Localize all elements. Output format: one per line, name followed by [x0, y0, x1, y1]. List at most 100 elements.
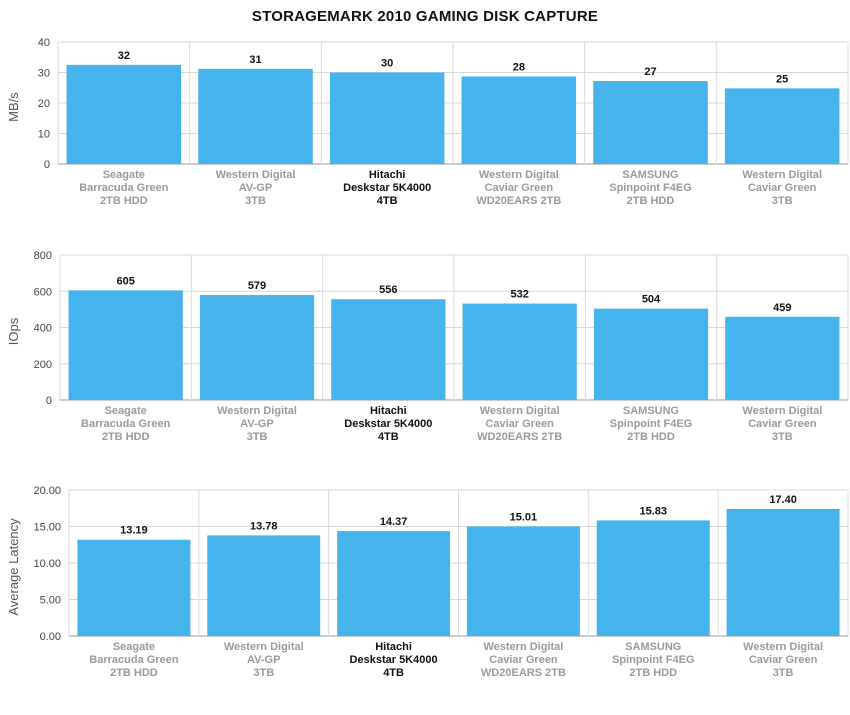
x-tick-label: 4TB [377, 195, 398, 207]
x-tick-label: AV-GP [240, 418, 273, 430]
x-tick-label: Seagate [105, 405, 147, 417]
x-tick-label: SAMSUNG [622, 169, 678, 181]
x-tick-label: Caviar Green [749, 654, 818, 666]
data-label: 30 [381, 58, 393, 70]
y-tick-label: 200 [34, 359, 52, 371]
y-tick-label: 0 [44, 159, 50, 171]
x-tick-label: Spinpoint F4EG [610, 418, 693, 430]
data-label: 605 [116, 275, 134, 287]
bar [724, 88, 840, 164]
chart-title: STORAGEMARK 2010 GAMING DISK CAPTURE [251, 8, 599, 25]
x-tick-label: 3TB [772, 431, 793, 443]
y-tick-label: 400 [34, 323, 52, 335]
x-tick-label: Seagate [103, 169, 145, 181]
bar [77, 539, 191, 636]
data-label: 532 [510, 289, 528, 301]
x-tick-label: Barracuda Green [89, 654, 179, 666]
y-tick-label: 0.00 [40, 631, 61, 643]
x-tick-label: WD20EARS 2TB [476, 195, 561, 207]
x-tick-label: Deskstar 5K4000 [343, 182, 431, 194]
x-tick-label: 3TB [772, 195, 793, 207]
x-tick-label: Western Digital [479, 169, 559, 181]
data-label: 15.01 [510, 511, 538, 523]
data-label: 13.19 [120, 525, 148, 537]
x-tick-label: Hitachi [369, 169, 406, 181]
y-tick-label: 20 [38, 98, 50, 110]
x-tick-label: 3TB [253, 667, 274, 679]
y-axis-label: IOps [6, 317, 21, 345]
y-tick-label: 40 [38, 37, 50, 49]
y-tick-label: 600 [34, 286, 52, 298]
x-tick-label: 3TB [247, 431, 268, 443]
y-tick-label: 10 [38, 129, 50, 141]
data-label: 579 [248, 280, 266, 292]
x-tick-label: AV-GP [247, 654, 280, 666]
x-tick-label: 2TB HDD [629, 667, 677, 679]
y-tick-label: 800 [34, 250, 52, 262]
data-label: 17.40 [769, 494, 797, 506]
data-label: 459 [773, 302, 791, 314]
x-tick-label: Hitachi [370, 405, 407, 417]
bar [337, 531, 451, 636]
x-tick-label: 2TB HDD [627, 195, 675, 207]
x-tick-label: Caviar Green [748, 418, 817, 430]
x-tick-label: AV-GP [239, 182, 272, 194]
x-tick-label: Spinpoint F4EG [612, 654, 695, 666]
x-tick-label: Western Digital [742, 405, 822, 417]
data-label: 31 [249, 54, 261, 66]
bar [198, 68, 313, 164]
data-label: 27 [644, 66, 656, 78]
x-tick-label: 4TB [383, 667, 404, 679]
x-tick-label: Western Digital [742, 169, 822, 181]
bar [726, 508, 840, 636]
x-tick-label: Deskstar 5K4000 [344, 418, 432, 430]
x-tick-label: Western Digital [483, 641, 563, 653]
x-tick-label: Caviar Green [748, 182, 817, 194]
y-axis-label: MB/s [6, 92, 21, 122]
data-label: 25 [776, 73, 788, 85]
data-label: 15.83 [639, 505, 667, 517]
x-tick-label: 3TB [773, 667, 794, 679]
x-tick-label: 2TB HDD [100, 195, 148, 207]
x-tick-label: 4TB [378, 431, 399, 443]
chart-panel-3: 0.00 5.00 10.00 15.00 20.00 Average Latency 13… [6, 485, 849, 679]
data-label: 14.37 [380, 516, 408, 528]
x-tick-label: Caviar Green [489, 654, 558, 666]
x-tick-label: Caviar Green [485, 182, 554, 194]
x-tick-label: Western Digital [743, 641, 823, 653]
bar [461, 76, 577, 164]
bar [466, 526, 580, 636]
bar [331, 299, 446, 400]
x-tick-label: Seagate [113, 641, 155, 653]
x-tick-label: Caviar Green [485, 418, 554, 430]
x-tick-label: Deskstar 5K4000 [350, 654, 438, 666]
x-tick-label: 2TB HDD [102, 431, 150, 443]
data-label: 28 [513, 61, 525, 73]
x-tick-label: Spinpoint F4EG [609, 182, 692, 194]
x-tick-label: Western Digital [480, 405, 560, 417]
bar [68, 290, 183, 400]
x-tick-label: 3TB [245, 195, 266, 207]
x-tick-label: WD20EARS 2TB [477, 431, 562, 443]
x-tick-label: SAMSUNG [623, 405, 679, 417]
y-tick-label: 10.00 [33, 558, 61, 570]
x-tick-label: Hitachi [375, 641, 412, 653]
x-tick-label: Western Digital [217, 405, 297, 417]
bar [199, 295, 315, 400]
y-tick-label: 15.00 [33, 522, 61, 534]
bar [725, 316, 840, 400]
data-label: 13.78 [250, 520, 278, 532]
x-tick-label: SAMSUNG [625, 641, 681, 653]
data-label: 556 [379, 284, 397, 296]
x-tick-label: Western Digital [216, 169, 296, 181]
x-tick-label: Barracuda Green [79, 182, 169, 194]
y-tick-label: 0 [46, 395, 52, 407]
x-tick-label: Western Digital [224, 641, 304, 653]
bar [462, 303, 577, 400]
bar [329, 72, 445, 164]
x-tick-label: 2TB HDD [110, 667, 158, 679]
y-axis-label: Average Latency [6, 518, 21, 616]
